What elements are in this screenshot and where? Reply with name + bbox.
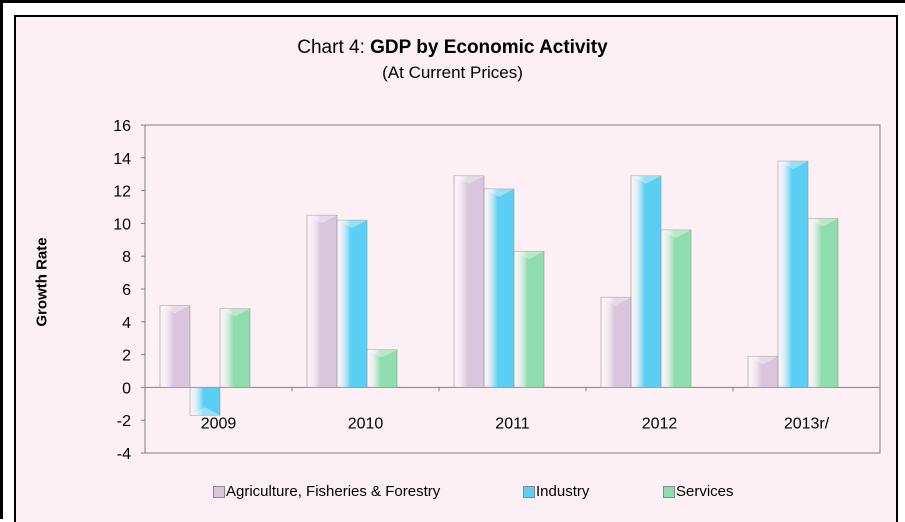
y-tick-label: -2	[117, 413, 131, 430]
y-tick-label: 16	[113, 118, 131, 135]
bar-cap-agriculture-fisheries-forestry-2013r	[748, 356, 778, 365]
x-tick-label: 2010	[348, 415, 384, 432]
bar-agriculture-fisheries-forestry-2011	[453, 175, 485, 388]
bar-cap-services-2011	[514, 251, 544, 260]
bar-cap-services-2010	[367, 349, 397, 358]
legend-item-agriculture: Agriculture, Fisheries & Forestry	[213, 483, 440, 500]
bar-cap-industry-2011	[484, 188, 514, 197]
legend-item-industry: Industry	[523, 483, 589, 500]
bar-agriculture-fisheries-forestry-2010	[306, 214, 338, 388]
legend-label-services: Services	[676, 483, 734, 500]
chart-title: Chart 4: GDP by Economic Activity	[0, 37, 905, 59]
y-tick-label: 2	[122, 348, 131, 365]
x-tick-label: 2013r/	[784, 415, 830, 432]
bar-industry-2013r	[777, 160, 809, 388]
bar-industry-2012	[630, 175, 662, 388]
bar-industry-2010	[336, 219, 368, 388]
bar-services-2011	[513, 250, 545, 388]
x-tick-label: 2009	[201, 415, 237, 432]
bar-agriculture-fisheries-forestry-2013r	[747, 355, 779, 388]
y-tick-label: 6	[122, 282, 131, 299]
bar-cap-services-2013r	[808, 218, 838, 227]
x-tick-label: 2011	[495, 415, 530, 432]
y-tick-label: 12	[113, 184, 131, 201]
legend-swatch-industry	[523, 485, 535, 498]
bar-agriculture-fisheries-forestry-2012	[600, 296, 632, 388]
y-tick-label: 14	[113, 151, 131, 168]
bar-cap-agriculture-fisheries-forestry-2011	[454, 175, 484, 184]
bar-cap-services-2009	[220, 308, 250, 317]
chart-subtitle: (At Current Prices)	[382, 63, 523, 82]
bar-agriculture-fisheries-forestry-2009	[159, 305, 191, 388]
bar-cap-industry-2009	[190, 407, 220, 416]
legend-label-agriculture: Agriculture, Fisheries & Forestry	[226, 483, 441, 500]
bar-cap-services-2012	[661, 229, 691, 238]
bar-cap-agriculture-fisheries-forestry-2010	[307, 215, 337, 224]
y-tick-label: 8	[122, 249, 131, 266]
y-tick-label: 4	[122, 315, 131, 332]
bar-cap-industry-2010	[337, 220, 367, 229]
bar-services-2013r	[807, 218, 839, 388]
legend-item-services: Services	[663, 483, 734, 500]
y-tick-label: 10	[113, 216, 131, 233]
bar-industry-2009	[189, 387, 221, 416]
bar-cap-agriculture-fisheries-forestry-2012	[601, 297, 631, 306]
y-tick-label: 0	[122, 380, 131, 397]
bar-cap-agriculture-fisheries-forestry-2009	[160, 305, 190, 314]
bar-services-2010	[366, 349, 398, 388]
x-tick-label: 2012	[642, 415, 678, 432]
chart-title-prefix: Chart 4:	[297, 37, 371, 58]
y-tick-label: -4	[117, 446, 131, 463]
bar-cap-industry-2013r	[778, 161, 808, 170]
legend-swatch-services	[663, 485, 675, 498]
bar-services-2009	[219, 308, 251, 388]
legend-swatch-agriculture	[213, 485, 225, 498]
bar-cap-industry-2012	[631, 175, 661, 184]
chart-title-main: GDP by Economic Activity	[370, 37, 608, 58]
bar-industry-2011	[483, 188, 515, 388]
bar-services-2012	[660, 229, 692, 388]
legend-label-industry: Industry	[536, 483, 590, 500]
